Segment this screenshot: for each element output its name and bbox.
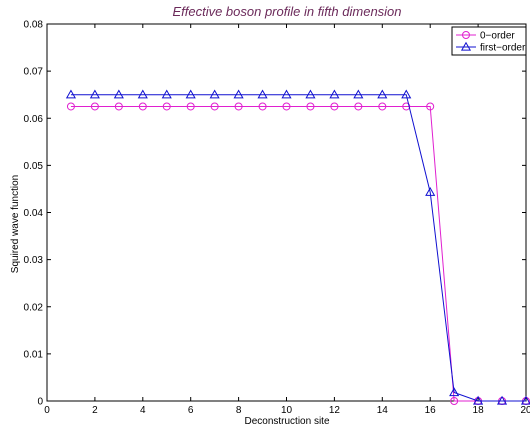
data-point (209, 89, 220, 99)
y-tick-label: 0.07 (24, 67, 44, 78)
legend-entry: first−order (480, 43, 526, 54)
x-tick-label: 6 (188, 405, 194, 416)
legend-marker (462, 31, 470, 39)
data-point (161, 89, 172, 99)
data-point (329, 89, 340, 99)
x-tick-label: 4 (140, 405, 146, 416)
data-point (257, 89, 268, 99)
plot-layer: 0 2 4 6 8 10 12 14 16 18 20 0 0.01 0.02 0.03 0.04 0.05 0.… (24, 20, 530, 416)
data-point (185, 89, 196, 99)
series-zero-order (66, 102, 530, 405)
data-point (378, 102, 387, 111)
y-tick-label: 0.06 (24, 114, 44, 125)
x-tick-label: 0 (44, 405, 50, 416)
data-point (449, 387, 460, 397)
data-point (138, 102, 147, 111)
y-tick-label: 0.04 (24, 208, 44, 219)
y-tick-label: 0.03 (24, 255, 44, 266)
x-axis-label: Deconstruction site (244, 416, 329, 427)
data-point (186, 102, 195, 111)
y-tick-label: 0.05 (24, 161, 44, 172)
data-point (89, 89, 100, 99)
data-point (234, 102, 243, 111)
data-point (282, 102, 291, 111)
x-tick-label: 14 (377, 405, 389, 416)
x-tick-label: 20 (520, 405, 530, 416)
x-tick-label: 10 (281, 405, 293, 416)
data-point (65, 89, 77, 99)
x-tick-label: 8 (236, 405, 242, 416)
x-tick-label: 2 (92, 405, 98, 416)
x-tick-label: 16 (425, 405, 437, 416)
data-point (450, 397, 459, 405)
data-point (377, 89, 388, 99)
data-point (162, 102, 171, 111)
legend-entry: 0−order (480, 31, 515, 42)
data-point (258, 102, 267, 111)
data-point (520, 395, 530, 405)
data-point (401, 89, 412, 99)
legend-marker (460, 41, 472, 51)
data-point (137, 89, 148, 99)
y-axis-label: Squired wave function (10, 175, 21, 273)
chart-title: Effective boson profile in fifth dimensi… (172, 4, 401, 19)
data-point (496, 395, 508, 405)
plot-area (46, 23, 527, 402)
data-point (353, 89, 364, 99)
y-tick-label: 0.08 (24, 20, 44, 31)
data-point (233, 89, 244, 99)
data-point (425, 187, 436, 196)
y-tick-label: 0.01 (24, 349, 44, 360)
series-first-order (65, 89, 530, 405)
data-point (473, 395, 484, 405)
data-point (90, 102, 99, 111)
data-point (354, 102, 363, 111)
data-point (330, 102, 339, 111)
data-point (306, 102, 315, 111)
data-point (281, 89, 292, 99)
y-tick-label: 0.02 (24, 302, 44, 313)
y-tick-label: 0 (37, 397, 43, 408)
data-point (402, 102, 411, 111)
data-point (66, 102, 75, 111)
data-point (113, 89, 124, 99)
data-point (114, 102, 123, 111)
data-point (210, 102, 219, 111)
x-tick-label: 18 (473, 405, 485, 416)
data-point (426, 102, 435, 111)
data-point (305, 89, 316, 99)
series-line (70, 94, 526, 402)
x-tick-label: 12 (329, 405, 341, 416)
